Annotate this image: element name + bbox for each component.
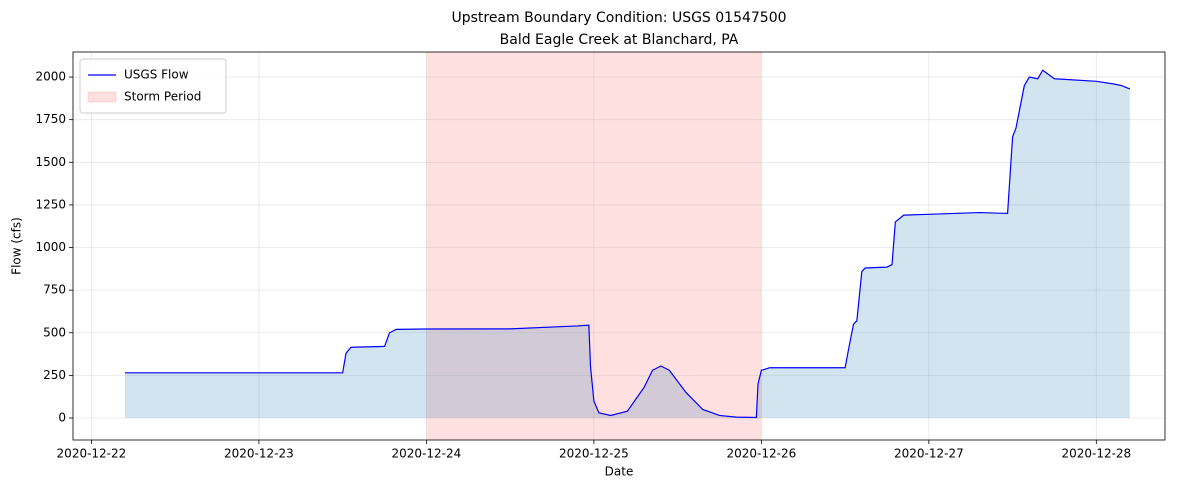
legend-label: Storm Period	[124, 90, 201, 104]
x-tick-label: 2020-12-24	[392, 447, 462, 461]
x-tick-label: 2020-12-23	[224, 447, 294, 461]
x-tick-label: 2020-12-25	[559, 447, 629, 461]
y-tick-label: 1250	[35, 197, 66, 211]
flow-line	[124, 69, 1131, 419]
plot-frame	[72, 51, 1166, 441]
legend-box	[79, 58, 227, 114]
legend-label: USGS Flow	[124, 68, 189, 82]
y-tick-label: 2000	[35, 70, 66, 84]
y-tick-label: 500	[43, 325, 66, 339]
chart-title: Upstream Boundary Condition: USGS 015475…	[451, 10, 786, 26]
y-tick-label: 1000	[35, 240, 66, 254]
x-tick-label: 2020-12-28	[1061, 447, 1131, 461]
chart-subtitle: Bald Eagle Creek at Blanchard, PA	[500, 32, 739, 48]
y-tick-label: 0	[58, 411, 66, 425]
y-tick-label: 1750	[35, 112, 66, 126]
legend-swatch	[87, 91, 117, 103]
x-tick-label: 2020-12-22	[57, 447, 127, 461]
storm-span	[426, 52, 762, 440]
y-tick-label: 1500	[35, 155, 66, 169]
area-fill	[124, 70, 1130, 419]
x-tick-label: 2020-12-27	[894, 447, 964, 461]
y-tick-label: 750	[43, 283, 66, 297]
y-tick-label: 250	[43, 368, 66, 382]
y-axis-label: Flow (cfs)	[10, 217, 24, 275]
x-tick-label: 2020-12-26	[726, 447, 796, 461]
x-axis-label: Date	[605, 465, 634, 479]
